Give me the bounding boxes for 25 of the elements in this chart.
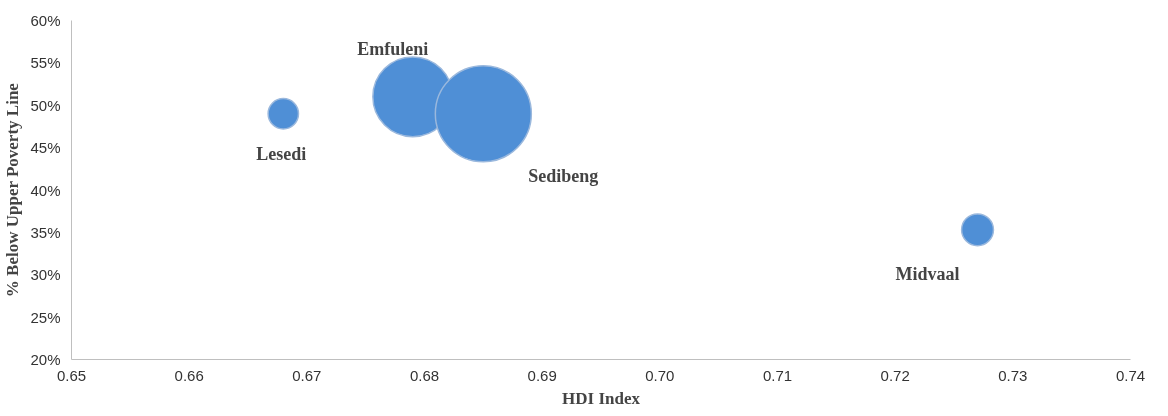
series-label: Emfuleni — [357, 38, 429, 59]
x-tick-label: 0.72 — [880, 366, 910, 384]
y-tick-label: 20% — [30, 351, 61, 368]
y-tick-label: 40% — [30, 181, 61, 199]
x-tick-label: 0.66 — [174, 366, 204, 384]
series-label: Midvaal — [895, 263, 960, 284]
y-tick-label: 55% — [30, 54, 61, 72]
x-tick-label: 0.68 — [409, 366, 440, 384]
x-tick-label: 0.74 — [1115, 366, 1146, 384]
x-tick-label: 0.73 — [998, 366, 1028, 384]
y-tick-label: 25% — [30, 308, 61, 326]
y-tick-label: 30% — [30, 266, 61, 284]
series-label: Sedibeng — [528, 165, 599, 186]
x-axis-title: HDI Index — [562, 388, 641, 408]
x-tick-label: 0.69 — [527, 366, 557, 384]
x-tick-label: 0.70 — [645, 366, 675, 384]
series-label: Lesedi — [256, 143, 307, 164]
y-tick-label: 50% — [30, 96, 61, 114]
x-tick-label: 0.67 — [292, 366, 322, 384]
y-tick-label: 60% — [30, 12, 61, 29]
y-axis-title: % Below Upper Poverty Line — [3, 82, 23, 298]
x-tick-label: 0.65 — [56, 366, 87, 384]
y-tick-label: 35% — [30, 223, 61, 241]
x-tick-label: 0.71 — [762, 366, 793, 384]
y-tick-label: 45% — [30, 139, 61, 157]
